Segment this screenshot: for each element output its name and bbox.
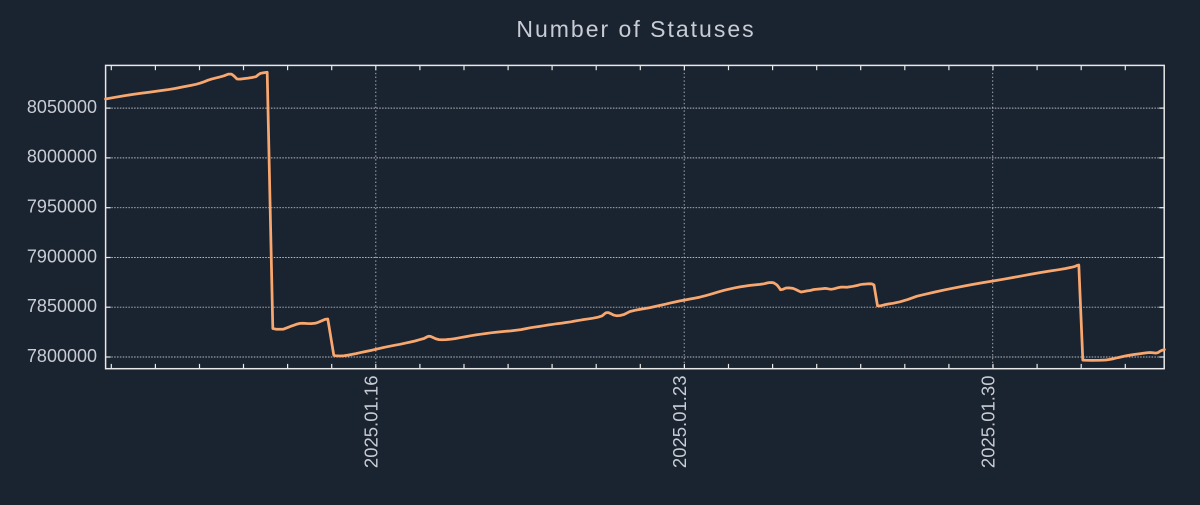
svg-text:7900000: 7900000 <box>27 246 97 266</box>
svg-text:8000000: 8000000 <box>27 147 97 167</box>
svg-text:7800000: 7800000 <box>27 346 97 366</box>
svg-text:2025.01.16: 2025.01.16 <box>361 376 382 469</box>
svg-text:8050000: 8050000 <box>27 97 97 117</box>
svg-text:Number of Statuses: Number of Statuses <box>516 16 755 42</box>
svg-text:7850000: 7850000 <box>27 296 97 316</box>
svg-text:7950000: 7950000 <box>27 197 97 217</box>
svg-text:2025.01.30: 2025.01.30 <box>977 376 998 469</box>
svg-text:2025.01.23: 2025.01.23 <box>669 376 690 469</box>
